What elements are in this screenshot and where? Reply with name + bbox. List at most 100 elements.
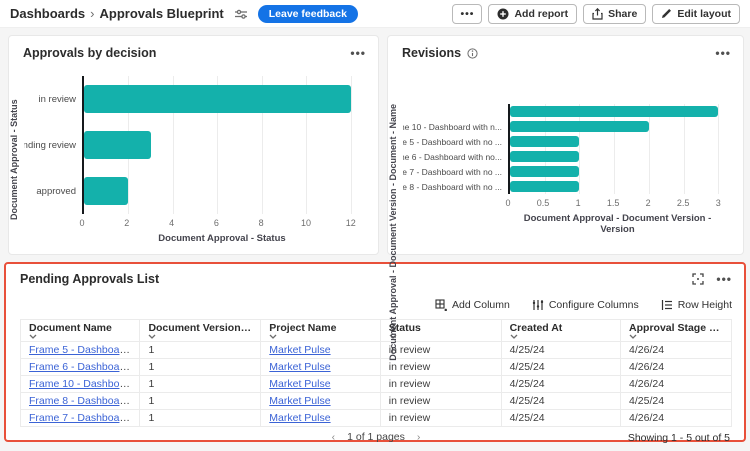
- table-body: Frame 5 - Dashboard with no filters...1M…: [19, 341, 732, 427]
- gridline: [261, 76, 263, 214]
- table-row: Frame 8 - Dashboard with no filters...1M…: [19, 392, 732, 410]
- sliders-icon: [234, 8, 248, 20]
- card-more-button[interactable]: •••: [715, 46, 731, 60]
- page-title: Approvals Blueprint: [99, 6, 224, 21]
- share-icon: [592, 7, 603, 20]
- bar-slot: [510, 134, 727, 149]
- bar[interactable]: [84, 131, 151, 159]
- header-more-button[interactable]: •••: [452, 3, 483, 24]
- bar-slot: [510, 119, 727, 134]
- bar[interactable]: [510, 121, 649, 132]
- info-icon[interactable]: [467, 47, 478, 59]
- cell-status: in review: [379, 409, 502, 427]
- cell-document_name: Frame 7 - Dashboard with no filters ...: [19, 409, 141, 427]
- leave-feedback-button[interactable]: Leave feedback: [257, 4, 358, 23]
- cell-document_name: Frame 8 - Dashboard with no filters...: [19, 392, 141, 410]
- charts-row: Approvals by decision ••• Document Appro…: [0, 28, 750, 361]
- column-header-document_name[interactable]: Document Name: [19, 319, 141, 342]
- previous-page-button[interactable]: ‹: [331, 431, 336, 443]
- bar-slot: [510, 149, 727, 164]
- project-link[interactable]: Market Pulse: [269, 412, 331, 424]
- approvals-by-decision-chart: Document Approval - Status in review pend…: [9, 76, 378, 244]
- tick-label: 4: [169, 218, 175, 228]
- document_name-link[interactable]: Frame 7 - Dashboard with no filters ...: [29, 412, 140, 424]
- bar-plot: [508, 104, 727, 194]
- table-header-row: Document Name Document Version Version Pro…: [19, 319, 732, 342]
- bar[interactable]: [84, 177, 129, 205]
- document_name-link[interactable]: Frame 6 - Dashboard with no filters...: [29, 361, 140, 373]
- bar-slot: [84, 168, 362, 214]
- gridline: [544, 104, 546, 194]
- document_name-link[interactable]: Frame 5 - Dashboard with no filters...: [29, 344, 140, 356]
- bar-slot: [510, 164, 727, 179]
- tick-label: 0: [505, 198, 511, 208]
- edit-layout-button[interactable]: Edit layout: [652, 3, 740, 24]
- cell-project: Market Pulse: [260, 375, 381, 393]
- project-link[interactable]: Market Pulse: [269, 378, 331, 390]
- x-axis-ticks: 0 0.5 1 1.5 2 2.5 3: [505, 198, 727, 210]
- bar[interactable]: [510, 151, 580, 162]
- tick-label: 0: [79, 218, 85, 228]
- cell-deadline: 4/26/24: [620, 409, 732, 427]
- tick-label: 8: [258, 218, 264, 228]
- next-page-button[interactable]: ›: [416, 431, 421, 443]
- table-row: Frame 7 - Dashboard with no filters ...1…: [19, 409, 732, 427]
- breadcrumb-dashboards[interactable]: Dashboards: [10, 6, 86, 21]
- expand-button[interactable]: [692, 273, 705, 285]
- gridline: [306, 76, 308, 214]
- category-label: [403, 104, 508, 119]
- category-label: Frame 5 - Dashboard with no ...: [403, 136, 502, 147]
- row-height-button[interactable]: Row Height: [661, 299, 732, 311]
- revisions-card: Revisions ••• Document Approval - Docume…: [387, 35, 744, 361]
- cell-status: in review: [379, 358, 502, 376]
- pending-approvals-table: Document Name Document Version Version Pro…: [19, 319, 732, 427]
- project-link[interactable]: Market Pulse: [269, 395, 331, 407]
- bar[interactable]: [510, 181, 580, 192]
- column-header-project[interactable]: Project Name: [260, 319, 381, 342]
- row-height-icon: [661, 299, 673, 311]
- category-label: approved: [36, 185, 76, 197]
- cell-created_at: 4/25/24: [500, 375, 622, 393]
- category-label: Frame 7 - Dashboard with no ...: [403, 166, 502, 177]
- column-header-version[interactable]: Document Version Version: [139, 319, 262, 342]
- bar[interactable]: [510, 136, 580, 147]
- tick-label: 0.5: [536, 198, 550, 208]
- column-header-label: Created At: [509, 322, 563, 334]
- tick-label: 3: [715, 198, 721, 208]
- category-labels: in review pending review approved: [24, 76, 82, 214]
- top-bar: Dashboards › Approvals Blueprint Leave f…: [0, 0, 750, 28]
- bar[interactable]: [510, 106, 719, 117]
- chart-title-approvals-by-decision: Approvals by decision: [23, 46, 157, 60]
- pending-approvals-panel: Pending Approvals List ••• Add Column: [4, 262, 746, 444]
- bar[interactable]: [510, 166, 580, 177]
- add-column-button[interactable]: Add Column: [435, 299, 510, 311]
- gridline: [614, 104, 616, 194]
- gridline: [350, 76, 352, 214]
- filter-sliders-button[interactable]: [234, 8, 248, 20]
- table-row: Frame 10 - Dashboard with no filter...1M…: [19, 375, 732, 393]
- gridline: [217, 76, 219, 214]
- cell-deadline: 4/26/24: [620, 358, 732, 376]
- category-label: in review: [38, 93, 77, 105]
- configure-columns-button[interactable]: Configure Columns: [532, 299, 639, 311]
- bar-slot: [84, 76, 362, 122]
- gridline: [579, 104, 581, 194]
- cell-project: Market Pulse: [260, 392, 381, 410]
- bar-slot: [84, 122, 362, 168]
- bar-slot: [510, 179, 727, 194]
- cell-version: 1: [139, 358, 262, 376]
- panel-more-button[interactable]: •••: [716, 272, 732, 286]
- document_name-link[interactable]: Frame 10 - Dashboard with no filter...: [29, 378, 139, 390]
- share-button[interactable]: Share: [583, 3, 647, 24]
- tick-label: 10: [300, 218, 312, 228]
- card-more-button[interactable]: •••: [350, 46, 366, 60]
- column-header-label: Document Version Version: [148, 322, 260, 334]
- cell-project: Market Pulse: [260, 341, 381, 359]
- project-link[interactable]: Market Pulse: [269, 344, 331, 356]
- document_name-link[interactable]: Frame 8 - Dashboard with no filters...: [29, 395, 140, 407]
- y-axis-label: Document Approval - Status: [9, 99, 19, 221]
- add-report-button[interactable]: Add report: [488, 3, 578, 24]
- bar[interactable]: [84, 85, 351, 113]
- cell-deadline: 4/26/24: [620, 375, 732, 393]
- project-link[interactable]: Market Pulse: [269, 361, 331, 373]
